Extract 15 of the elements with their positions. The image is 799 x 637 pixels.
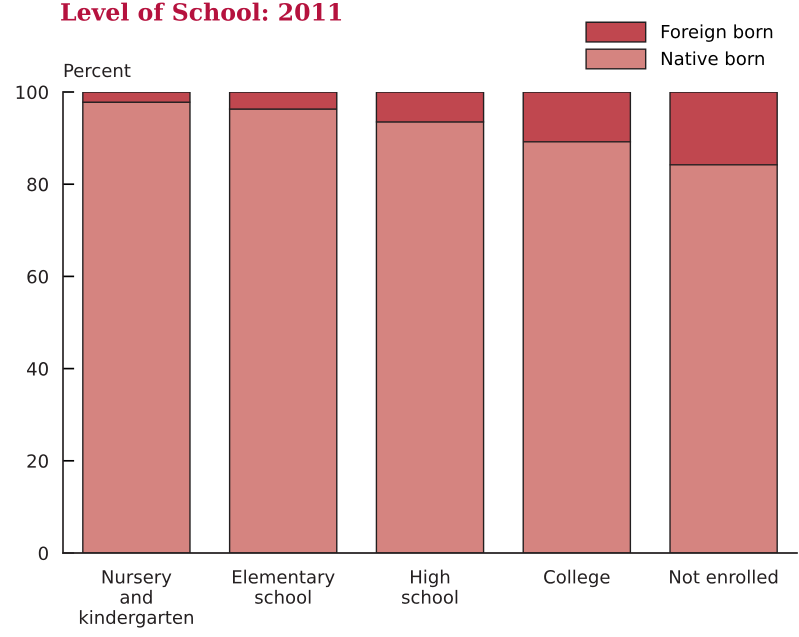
- y-tick-label: 100: [16, 85, 48, 100]
- chart-title: Level of School: 2011: [61, 2, 342, 21]
- y-tick-label: 20: [27, 454, 48, 468]
- y-tick-label: 0: [38, 546, 48, 560]
- legend-label: Native born: [662, 51, 764, 66]
- x-tick-label: College: [544, 570, 610, 588]
- y-tick-label: 80: [27, 178, 48, 192]
- x-tick-label: High school: [402, 570, 458, 604]
- x-tick-label: Nursery and kindergarten: [80, 570, 193, 628]
- y-axis-title: Percent: [64, 64, 130, 78]
- legend-label: Foreign born: [662, 24, 772, 42]
- x-tick-label: Not enrolled: [670, 570, 778, 584]
- x-tick-label: Elementary school: [233, 570, 335, 604]
- y-tick-label: 60: [27, 270, 48, 284]
- y-tick-label: 40: [27, 362, 48, 376]
